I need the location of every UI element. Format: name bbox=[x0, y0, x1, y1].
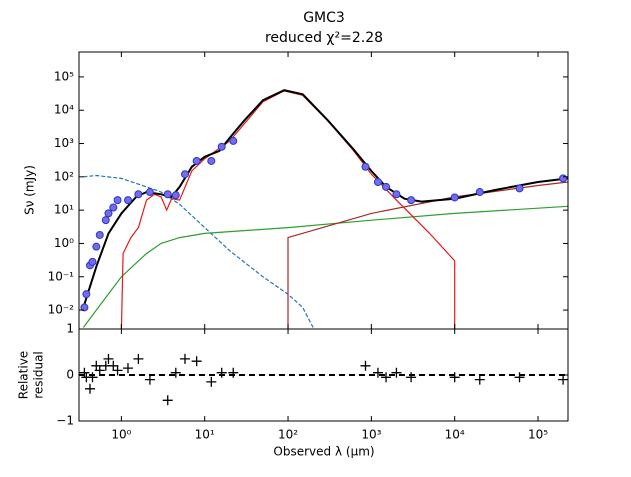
observation bbox=[475, 188, 484, 197]
plot-area bbox=[79, 353, 568, 406]
y-tick-label: 10⁻¹ bbox=[48, 269, 75, 283]
observation bbox=[92, 242, 101, 251]
y-tick-label: 10⁰ bbox=[54, 236, 74, 250]
y-tick-label: 10⁴ bbox=[54, 103, 74, 117]
residual-marker bbox=[514, 372, 525, 383]
residual-marker bbox=[558, 374, 568, 385]
observation bbox=[134, 190, 143, 199]
residual-marker bbox=[94, 365, 105, 376]
observation bbox=[373, 177, 382, 186]
x-tick-label: 10³ bbox=[361, 428, 381, 442]
observation bbox=[180, 170, 189, 179]
residual-marker bbox=[206, 376, 217, 387]
observation bbox=[217, 142, 226, 151]
x-tick-label: 10¹ bbox=[195, 428, 215, 442]
x-tick-label: 10⁵ bbox=[528, 428, 548, 442]
x-tick-label: 10⁴ bbox=[445, 428, 465, 442]
y-axis-label: residual bbox=[32, 351, 46, 399]
observation bbox=[192, 156, 201, 165]
observation bbox=[145, 188, 154, 197]
residual-marker bbox=[372, 367, 383, 378]
x-axis-label: Observed λ (μm) bbox=[273, 445, 374, 459]
residual-marker bbox=[381, 372, 392, 383]
y-tick-label: 0 bbox=[66, 368, 74, 382]
residual-marker bbox=[474, 374, 485, 385]
residual-marker bbox=[449, 372, 460, 383]
residual-marker bbox=[170, 367, 181, 378]
observation bbox=[171, 191, 180, 200]
observation bbox=[450, 193, 459, 202]
residual-marker bbox=[144, 374, 155, 385]
residual-marker bbox=[406, 372, 417, 383]
y-axis-label: Relative bbox=[17, 351, 31, 399]
y-tick-label: 1 bbox=[66, 322, 74, 336]
model-line bbox=[82, 89, 568, 308]
observation bbox=[392, 190, 401, 199]
residual-marker bbox=[360, 360, 371, 371]
residual-marker bbox=[87, 372, 98, 383]
observation bbox=[109, 203, 118, 212]
observation bbox=[515, 184, 524, 193]
residual-marker bbox=[79, 367, 90, 378]
observation bbox=[113, 196, 122, 205]
x-tick-label: 10⁰ bbox=[111, 428, 131, 442]
residual-marker bbox=[122, 363, 133, 374]
residual-marker bbox=[133, 353, 144, 364]
residual-marker bbox=[179, 353, 190, 364]
residual-marker bbox=[391, 367, 402, 378]
observation bbox=[82, 290, 91, 299]
chart-subtitle: reduced χ²=2.28 bbox=[265, 30, 383, 46]
residual-marker bbox=[216, 367, 227, 378]
residual-marker bbox=[84, 383, 95, 394]
observation bbox=[95, 230, 104, 239]
y-tick-label: 10² bbox=[54, 169, 74, 183]
observation bbox=[80, 303, 89, 312]
observation bbox=[104, 209, 113, 218]
observation bbox=[407, 196, 416, 205]
observation bbox=[163, 190, 172, 199]
observation bbox=[382, 182, 391, 191]
x-tick-label: 10² bbox=[278, 428, 298, 442]
plot-area bbox=[80, 89, 568, 329]
model-line bbox=[82, 205, 568, 328]
observation bbox=[559, 174, 568, 183]
observation bbox=[207, 156, 216, 165]
axes-frame bbox=[78, 328, 569, 422]
observation bbox=[361, 162, 370, 171]
observation bbox=[101, 216, 110, 225]
y-axis-label: Sν (mJy) bbox=[23, 165, 37, 215]
y-tick-label: 10⁻² bbox=[48, 303, 75, 317]
residual-marker bbox=[191, 356, 202, 367]
residual-marker bbox=[162, 395, 173, 406]
observation bbox=[229, 136, 238, 145]
y-tick-label: 10³ bbox=[54, 136, 74, 150]
observation bbox=[123, 196, 132, 205]
residual-marker bbox=[112, 365, 123, 376]
observation bbox=[88, 257, 97, 266]
y-tick-label: 10⁵ bbox=[54, 69, 74, 83]
y-tick-label: −1 bbox=[56, 414, 74, 428]
residual-marker bbox=[228, 367, 239, 378]
residual-marker bbox=[108, 360, 119, 371]
model-line bbox=[287, 181, 568, 329]
residual-marker bbox=[103, 353, 114, 364]
y-tick-label: 10¹ bbox=[54, 203, 74, 217]
chart-title: GMC3 bbox=[303, 10, 345, 26]
model-line bbox=[83, 174, 314, 328]
